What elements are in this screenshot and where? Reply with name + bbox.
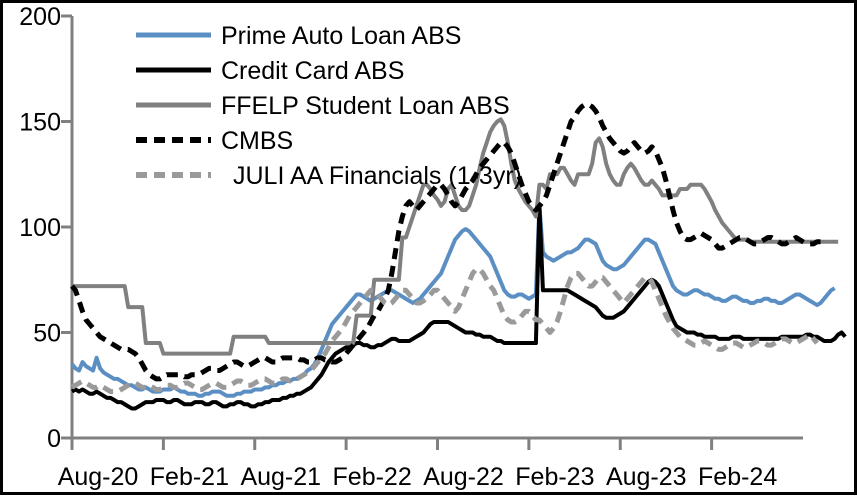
series-line-4: [70, 266, 819, 395]
y-tick-label: 200: [19, 3, 61, 31]
axis-lines: [70, 16, 803, 440]
series-line-2: [72, 117, 839, 356]
y-axis-labels: 0 50 100 150 200: [19, 3, 61, 453]
y-tick-label: 100: [19, 214, 61, 242]
y-axis-ticks: [61, 14, 72, 440]
x-tick-label: Aug-21: [240, 463, 321, 491]
legend-label-0: Prime Auto Loan ABS: [221, 22, 461, 50]
x-tick-label: Feb-22: [333, 463, 412, 491]
legend-label-2: FFELP Student Loan ABS: [221, 92, 510, 120]
chart-legend: Prime Auto Loan ABS Credit Card ABS FFELP …: [136, 22, 522, 190]
legend-label-1: Credit Card ABS: [221, 57, 404, 85]
y-tick-label: 50: [33, 320, 61, 348]
data-series-group: [70, 102, 847, 411]
x-tick-label: Feb-23: [515, 463, 594, 491]
legend-label-3: CMBS: [221, 127, 293, 155]
x-tick-label: Aug-22: [423, 463, 504, 491]
series-line-0: [70, 203, 836, 398]
x-tick-label: Aug-23: [606, 463, 687, 491]
x-tick-label: Feb-24: [698, 463, 777, 491]
series-line-3: [70, 102, 821, 382]
x-axis-labels: Aug-20 Feb-21 Aug-21 Feb-22 Aug-22 Feb-23 Aug-…: [58, 463, 778, 491]
x-tick-label: Aug-20: [58, 463, 139, 491]
y-tick-label: 0: [47, 425, 61, 453]
legend-label-4: JULI AA Financials (1-3yr): [233, 162, 522, 190]
x-tick-label: Feb-21: [150, 463, 229, 491]
series-line-1: [70, 203, 847, 411]
y-tick-label: 150: [19, 109, 61, 137]
x-axis-ticks: [70, 438, 714, 450]
